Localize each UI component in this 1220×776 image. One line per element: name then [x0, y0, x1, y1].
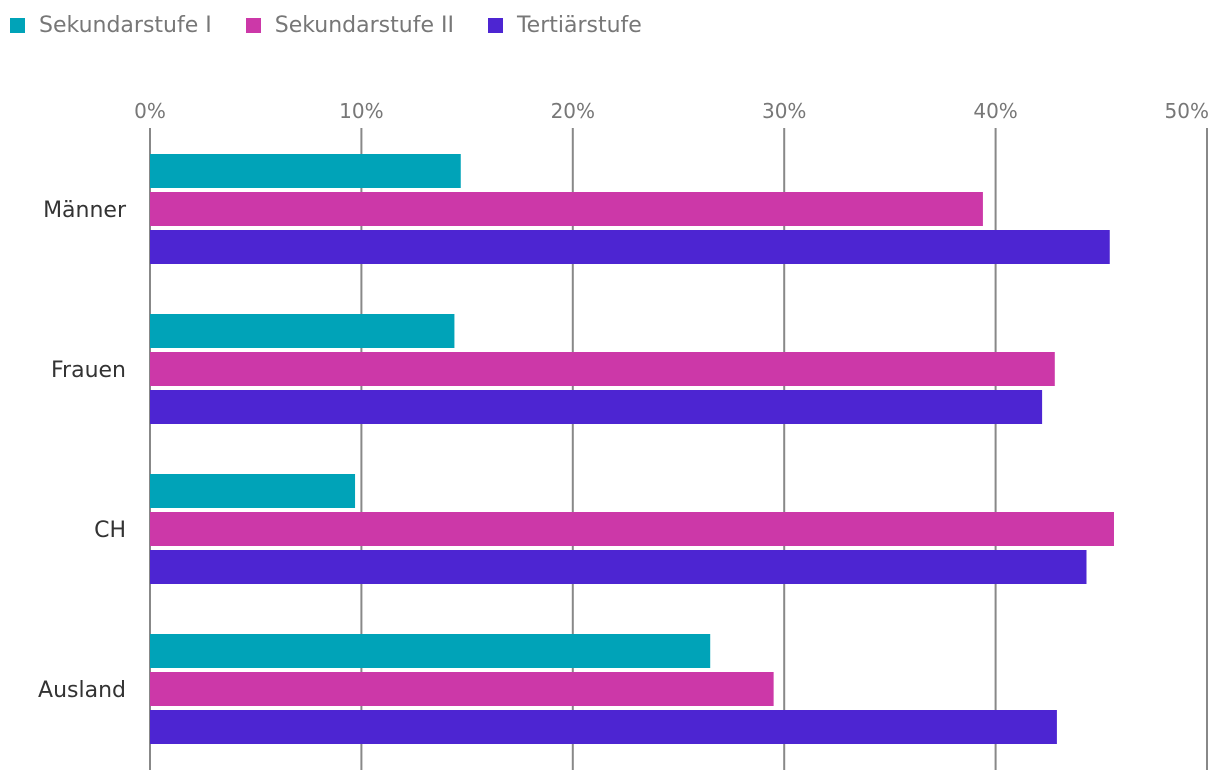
bar-frauen-series-2[interactable] [150, 352, 1055, 386]
y-category-label: Ausland [38, 678, 126, 703]
bar-männer-series-1[interactable] [150, 154, 461, 188]
bar-männer-series-3[interactable] [150, 230, 1110, 264]
legend-item-sekundarstufe-1[interactable]: Sekundarstufe I [10, 13, 212, 38]
bar-männer-series-2[interactable] [150, 192, 983, 226]
bar-ch-series-2[interactable] [150, 512, 1114, 546]
x-tick-label: 0% [134, 99, 166, 123]
legend-label-tertiaerstufe: Tertiärstufe [516, 12, 642, 38]
bar-ausland-series-2[interactable] [150, 672, 774, 706]
bar-ausland-series-3[interactable] [150, 710, 1057, 744]
bar-ch-series-1[interactable] [150, 474, 356, 508]
legend-swatch-sekundarstufe-1 [10, 17, 25, 33]
x-tick-label: 20% [551, 99, 595, 123]
chart-legend: Sekundarstufe I Sekundarstufe II Tertiär… [10, 10, 642, 40]
bar-frauen-series-1[interactable] [150, 314, 455, 348]
legend-swatch-sekundarstufe-2 [245, 17, 261, 33]
bar-ausland-series-1[interactable] [150, 634, 711, 668]
legend-item-sekundarstufe-2[interactable]: Sekundarstufe II [245, 12, 454, 38]
legend-item-tertiaerstufe[interactable]: Tertiärstufe [487, 12, 642, 38]
y-category-label: CH [94, 518, 126, 543]
x-tick-label: 50% [1165, 99, 1209, 123]
bar-ch-series-3[interactable] [150, 550, 1087, 584]
legend-swatch-tertiaerstufe [487, 17, 503, 33]
x-tick-label: 30% [762, 99, 806, 123]
legend-label-sekundarstufe-1: Sekundarstufe I [39, 12, 212, 38]
x-tick-label: 40% [973, 99, 1017, 123]
legend-label-sekundarstufe-2: Sekundarstufe II [274, 12, 454, 38]
bar-frauen-series-3[interactable] [150, 390, 1043, 424]
x-tick-label: 10% [339, 99, 383, 123]
y-category-label: Frauen [51, 358, 126, 383]
y-category-label: Männer [43, 198, 127, 223]
